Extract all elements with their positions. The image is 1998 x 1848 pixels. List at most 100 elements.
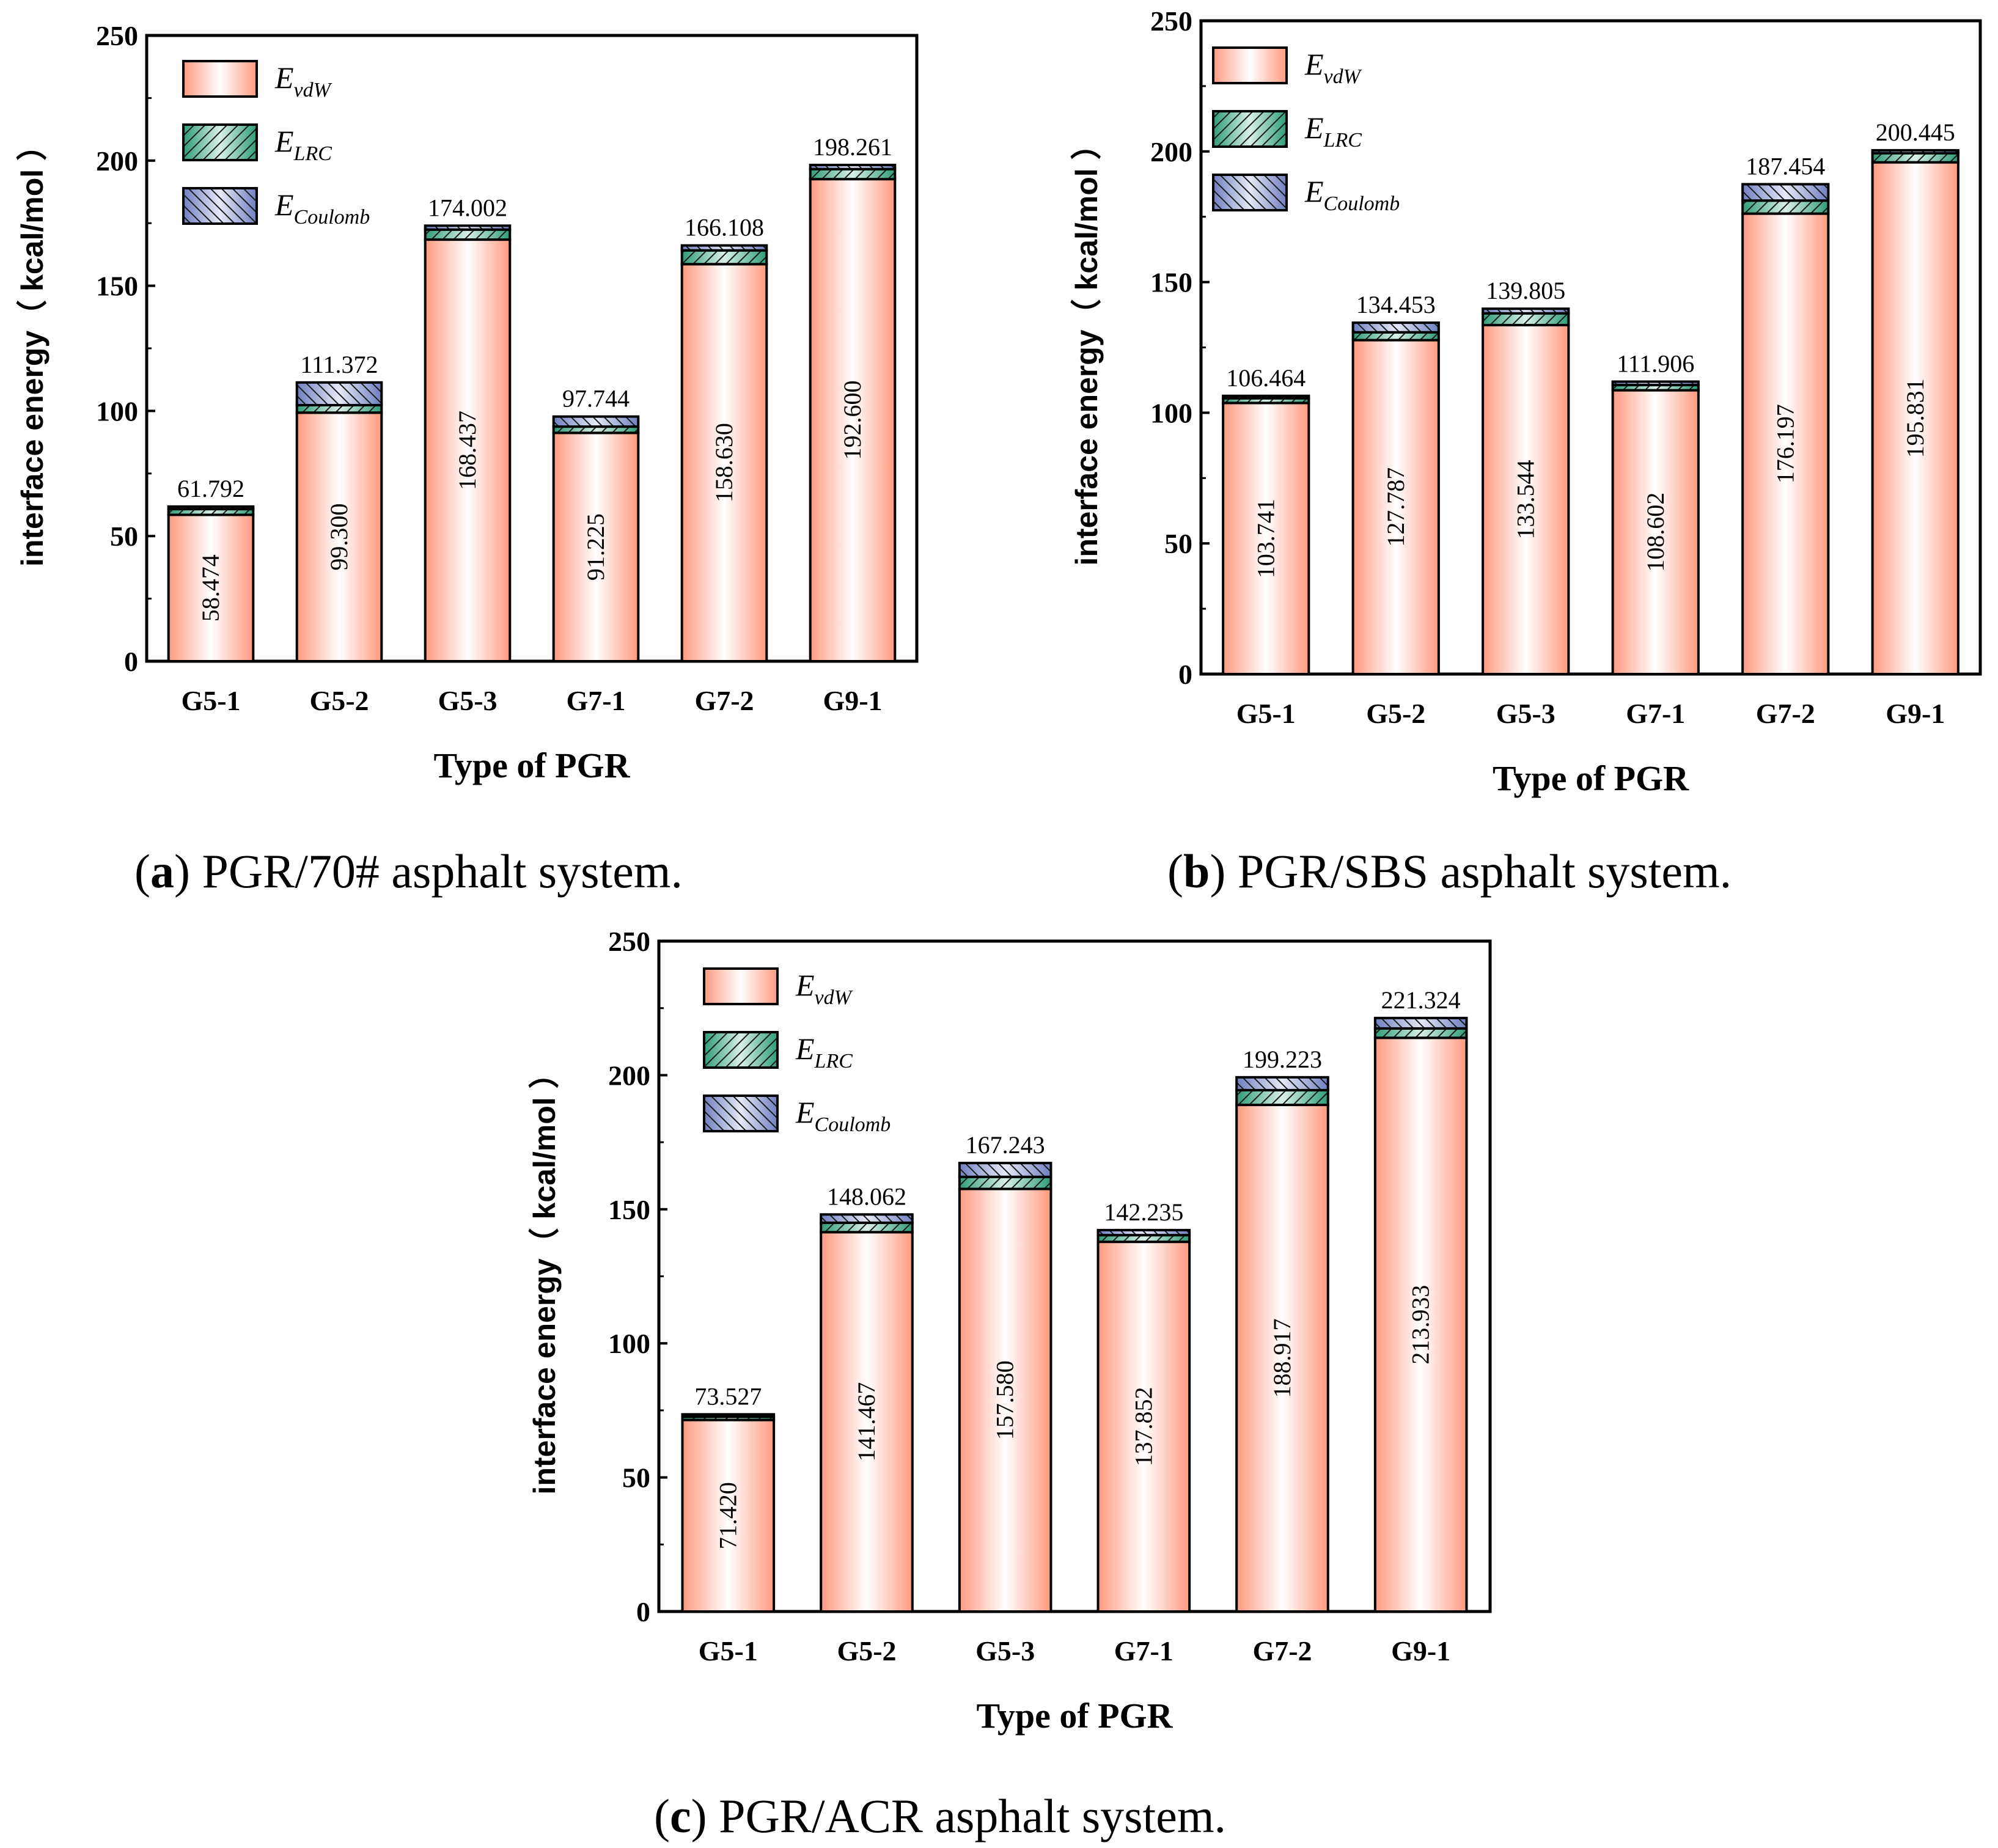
bar-segment-vdw <box>810 179 895 661</box>
y-tick-label: 100 <box>96 395 138 427</box>
bar-segment-vdw <box>1353 340 1439 674</box>
y-tick-label: 250 <box>1150 6 1192 37</box>
bar-hatch-lrc <box>1375 1028 1467 1038</box>
bar-segment-vdw <box>682 1420 774 1612</box>
bar-segment-vdw <box>168 515 254 661</box>
y-tick-label: 100 <box>1150 397 1192 428</box>
bar-total-label: 111.372 <box>300 351 378 378</box>
x-tick-label: G5-3 <box>1496 698 1555 729</box>
bar-outline-coulomb <box>1351 321 1440 334</box>
bar-segment-vdw <box>681 264 767 661</box>
bar-total-label: 139.805 <box>1486 277 1565 304</box>
bar-hatch-coulomb <box>821 1214 913 1223</box>
legend-swatch-vdw <box>1213 48 1287 83</box>
bar-segment-vdw <box>1375 1038 1467 1612</box>
bar-value-label: 157.580 <box>991 1360 1019 1440</box>
bar-total-label: 200.445 <box>1876 119 1955 146</box>
x-tick-label: G7-2 <box>1252 1635 1312 1667</box>
y-tick-label: 0 <box>1178 659 1192 690</box>
bar-value-label: 133.544 <box>1511 460 1539 539</box>
legend-swatch-outline <box>1212 174 1288 211</box>
bar-hatch-lrc <box>1223 398 1309 403</box>
bar-hatch-coulomb <box>959 1163 1051 1177</box>
bar-segment-vdw <box>821 1232 913 1612</box>
bar-outline-coulomb <box>167 505 255 511</box>
bar-hatch-lrc <box>682 1417 774 1420</box>
bar-hatch-coulomb <box>1612 381 1699 386</box>
bar-value-label: 141.467 <box>853 1382 880 1462</box>
legend-label-vdw: EvdW <box>795 968 853 1009</box>
bar-value-label: 137.852 <box>1129 1387 1157 1467</box>
legend-swatch-outline <box>703 967 779 1005</box>
y-tick-label: 150 <box>1150 267 1192 298</box>
bar-hatch-coulomb <box>1236 1077 1328 1090</box>
x-tick-label: G5-2 <box>309 685 369 716</box>
legend-hatch-lrc <box>183 125 257 160</box>
x-tick-label: G5-1 <box>181 685 240 716</box>
bar-hatch-coulomb <box>1098 1230 1190 1236</box>
bar-outline-coulomb <box>1482 307 1570 315</box>
bar-hatch-coulomb <box>553 416 639 427</box>
legend-hatch-lrc <box>704 1032 777 1068</box>
bar-segment-vdw <box>1483 324 1569 674</box>
bar-hatch-lrc <box>681 250 767 265</box>
legend-label-subscript: vdW <box>1324 65 1362 88</box>
bar-value-label: 71.420 <box>714 1482 741 1549</box>
y-tick-label: 0 <box>636 1596 650 1627</box>
bar-value-label: 188.917 <box>1268 1319 1296 1398</box>
legend-swatch-vdw <box>183 61 257 97</box>
legend-hatch-coulomb <box>183 188 257 224</box>
legend-hatch-lrc <box>1213 111 1287 147</box>
x-tick-label: G7-1 <box>566 685 625 716</box>
bar-total-label: 221.324 <box>1381 986 1461 1014</box>
legend-swatch-outline <box>182 187 258 225</box>
bar-hatch-lrc <box>1236 1090 1328 1106</box>
bar-total-label: 142.235 <box>1104 1198 1183 1226</box>
bar-total-label: 187.454 <box>1746 152 1825 180</box>
x-tick-label: G5-3 <box>438 685 497 716</box>
x-axis-title: Type of PGR <box>976 1696 1173 1736</box>
y-tick-label: 250 <box>96 20 138 51</box>
bar-outline-coulomb <box>1373 1016 1468 1030</box>
bar-value-label: 192.600 <box>839 381 866 460</box>
bar-total-label: 198.261 <box>813 133 892 161</box>
bar-hatch-lrc <box>553 427 639 433</box>
x-tick-label: G5-1 <box>699 1635 758 1667</box>
x-tick-label: G9-1 <box>1886 698 1945 729</box>
bar-value-label: 158.630 <box>710 423 738 502</box>
bar-value-label: 213.933 <box>1407 1285 1434 1365</box>
bar-segment-vdw <box>959 1189 1051 1612</box>
bar-hatch-lrc <box>296 405 382 413</box>
bar-segment-vdw <box>1743 213 1829 674</box>
legend-label-vdw: EvdW <box>274 61 332 101</box>
bar-hatch-lrc <box>168 509 254 515</box>
legend-label-subscript: LRC <box>814 1050 853 1072</box>
bar-segment-vdw <box>1098 1242 1190 1612</box>
bar-hatch-lrc <box>1743 200 1829 214</box>
bar-value-label: 58.474 <box>197 554 224 622</box>
bar-value-label: 195.831 <box>1901 378 1929 458</box>
bar-value-label: 176.197 <box>1771 404 1799 483</box>
bar-hatch-coulomb <box>1743 184 1829 201</box>
bar-total-label: 148.062 <box>827 1182 906 1210</box>
x-tick-label: G7-2 <box>1756 698 1815 729</box>
chart-panel-b: 0 50 100 150 200 250 interface energy（ kcal/mo… <box>1070 6 1982 798</box>
bar-total-label: 61.792 <box>177 475 244 502</box>
legend-label-vdw: EvdW <box>1304 47 1362 88</box>
bar-hatch-coulomb <box>810 164 895 169</box>
bar-total-label: 97.744 <box>562 385 630 413</box>
bar-total-label: 166.108 <box>685 214 764 241</box>
legend-swatch-outline <box>703 1031 779 1069</box>
bar-hatch-coulomb <box>425 226 510 230</box>
bar-outline-coulomb <box>958 1162 1052 1178</box>
bar-segment-vdw <box>296 413 382 661</box>
chart-panel-c: 0 50 100 150 200 250 interface energy（ kcal/mo… <box>527 926 1492 1736</box>
bar-outline-coulomb <box>1611 380 1700 387</box>
y-axis-title: interface energy（ kcal/mol ） <box>527 1058 562 1494</box>
bar-value-label: 127.787 <box>1382 468 1409 547</box>
bar-outline-coulomb <box>1222 394 1310 400</box>
y-tick-label: 0 <box>124 646 138 677</box>
legend-label-subscript: Coulomb <box>1324 193 1400 215</box>
bar-value-label: 99.300 <box>325 504 353 571</box>
